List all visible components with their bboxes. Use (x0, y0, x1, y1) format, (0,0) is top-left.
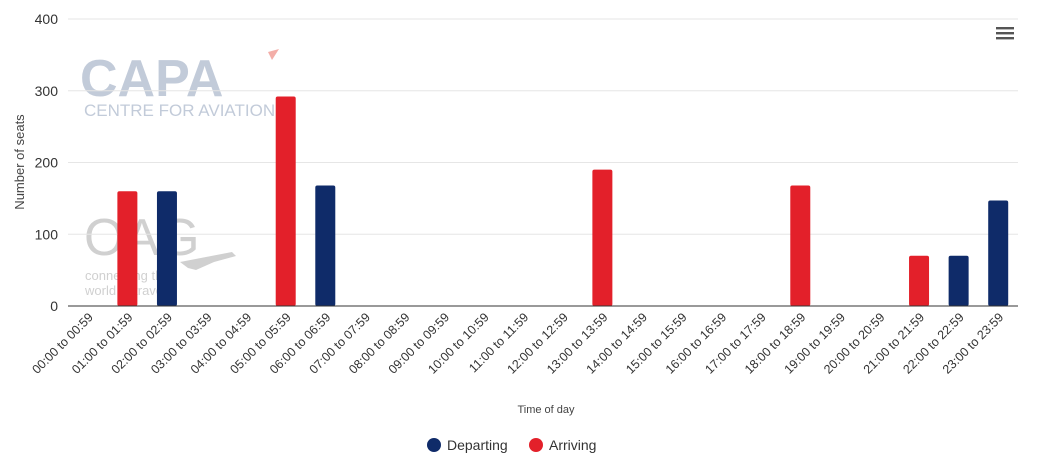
oag-watermark: OAG connecting the world of travel (84, 209, 236, 298)
y-axis-title: Number of seats (12, 114, 27, 210)
capa-logo-mark (268, 49, 279, 60)
bar-arriving-18[interactable] (790, 185, 811, 306)
y-tick-label: 200 (35, 155, 59, 171)
hamburger-menu-icon[interactable] (996, 25, 1014, 41)
y-tick-label: 400 (35, 11, 59, 27)
bar-arriving-5[interactable] (275, 96, 296, 307)
legend-marker-departing (427, 438, 441, 452)
legend-marker-arriving (529, 438, 543, 452)
legend-label-arriving: Arriving (549, 437, 596, 453)
gridlines (68, 18, 1018, 235)
capa-watermark: CAPA CENTRE FOR AVIATION (80, 49, 279, 120)
legend-label-departing: Departing (447, 437, 508, 453)
bar-departing-6[interactable] (315, 185, 336, 306)
airplane-icon (180, 252, 236, 270)
bar-arriving-13[interactable] (592, 169, 613, 306)
y-tick-label: 0 (50, 298, 58, 314)
bar-departing-2[interactable] (156, 191, 177, 306)
oag-logo-text: OAG (84, 209, 200, 267)
bar-departing-23[interactable] (988, 200, 1009, 306)
bar-arriving-1[interactable] (117, 191, 138, 306)
capa-logo-text: CAPA (80, 50, 223, 108)
legend-item-departing[interactable]: Departing (427, 437, 508, 453)
y-tick-label: 300 (35, 83, 59, 99)
bar-arriving-21[interactable] (909, 255, 930, 306)
capa-logo-subtitle: CENTRE FOR AVIATION (84, 101, 275, 120)
legend[interactable]: Departing Arriving (427, 437, 596, 453)
y-tick-label: 100 (35, 226, 59, 242)
legend-item-arriving[interactable]: Arriving (529, 437, 596, 453)
y-axis-ticks: 0 100 200 300 400 (35, 11, 59, 314)
bars (117, 96, 1009, 307)
bar-departing-22[interactable] (948, 255, 969, 306)
x-axis-title: Time of day (517, 404, 575, 416)
